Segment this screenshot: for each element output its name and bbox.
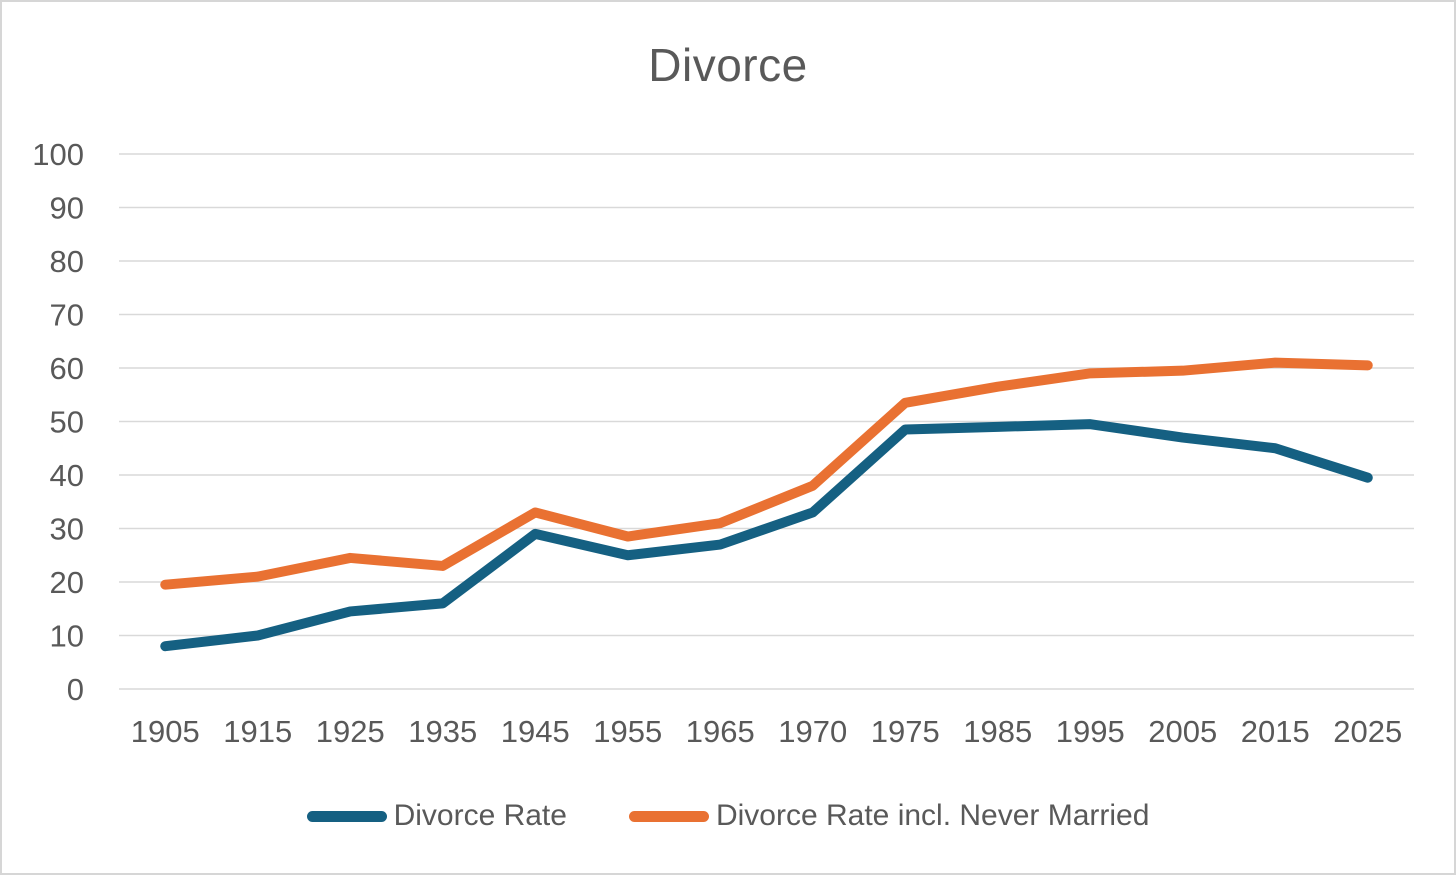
- x-axis-tick-label: 1905: [131, 714, 200, 749]
- y-axis-tick-label: 0: [67, 672, 84, 707]
- legend-label-divorce-rate-incl-never-married: Divorce Rate incl. Never Married: [715, 799, 1150, 832]
- series-line-divorce-rate-incl-never-married: [160, 357, 1373, 590]
- legend-swatch-divorce-rate-incl-never-married-icon: [628, 810, 709, 822]
- legend-label-divorce-rate: Divorce Rate: [393, 799, 567, 832]
- x-axis-tick-label: 1955: [593, 714, 662, 749]
- y-axis-tick-label: 40: [50, 458, 84, 493]
- x-axis-tick-label: 1945: [501, 714, 570, 749]
- x-axis-tick-label: 1965: [686, 714, 755, 749]
- chart-title: Divorce: [648, 39, 808, 91]
- x-axis-tick-label: 2015: [1241, 714, 1310, 749]
- series-line-divorce-rate: [160, 419, 1373, 652]
- x-axis-tick-label: 1915: [223, 714, 292, 749]
- y-axis-tick-label: 70: [50, 298, 84, 333]
- legend-swatch-divorce-rate-icon: [306, 810, 387, 822]
- y-axis-tick-label: 50: [50, 405, 84, 440]
- x-axis-tick-label: 2025: [1333, 714, 1402, 749]
- y-axis-tick-label: 60: [50, 351, 84, 386]
- x-axis-tick-label: 1975: [871, 714, 940, 749]
- y-axis-tick-label: 90: [50, 191, 84, 226]
- x-axis-tick-label: 2005: [1148, 714, 1217, 749]
- legend: Divorce Rate Divorce Rate incl. Never Ma…: [2, 799, 1454, 833]
- y-axis-tick-label: 30: [50, 512, 84, 547]
- x-axis-tick-label: 1970: [778, 714, 847, 749]
- x-axis-tick-label: 1935: [408, 714, 477, 749]
- x-axis-tick-label: 1995: [1056, 714, 1125, 749]
- x-axis-tick-label: 1925: [316, 714, 385, 749]
- y-axis-tick-label: 10: [50, 619, 84, 654]
- legend-item-divorce-rate-incl-never-married: Divorce Rate incl. Never Married: [628, 799, 1150, 833]
- legend-item-divorce-rate: Divorce Rate: [306, 799, 567, 833]
- y-axis-tick-label: 80: [50, 244, 84, 279]
- x-axis-tick-label: 1985: [963, 714, 1032, 749]
- y-axis-tick-label: 20: [50, 565, 84, 600]
- y-axis-tick-label: 100: [32, 137, 84, 172]
